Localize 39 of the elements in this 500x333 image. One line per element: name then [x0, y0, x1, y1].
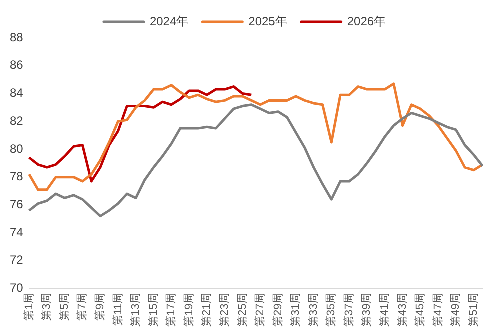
x-tick-label: 第49周: [450, 292, 462, 328]
y-tick-label: 76: [10, 197, 24, 212]
x-tick-label: 第51周: [468, 292, 480, 328]
y-tick-label: 84: [10, 86, 24, 100]
x-tick-label: 第41周: [379, 292, 392, 328]
x-tick-label: 第7周: [76, 292, 89, 321]
x-tick-label: 第13周: [130, 292, 142, 328]
legend-label: 2026年: [347, 14, 386, 28]
x-tick-label: 第11周: [112, 292, 124, 326]
x-tick-label: 第37周: [343, 292, 356, 328]
x-tick-label: 第15周: [148, 292, 160, 328]
x-tick-label: 第23周: [218, 292, 231, 328]
x-tick-label: 第19周: [183, 292, 196, 328]
x-tick-label: 第27周: [254, 292, 267, 328]
x-tick-label: 第33周: [308, 292, 320, 328]
y-tick-label: 72: [10, 253, 24, 268]
legend-label: 2024年: [150, 14, 189, 28]
x-tick-label: 第45周: [414, 292, 427, 328]
x-tick-label: 第5周: [58, 292, 71, 321]
y-tick-label: 70: [10, 281, 24, 296]
y-tick-label: 88: [10, 30, 24, 44]
y-tick-label: 74: [10, 225, 24, 240]
x-tick-label: 第17周: [166, 292, 178, 328]
x-tick-label: 第1周: [23, 292, 36, 321]
x-tick-label: 第29周: [272, 292, 284, 328]
x-tick-label: 第47周: [432, 292, 444, 328]
legend-label: 2025年: [248, 14, 288, 28]
x-tick-label: 第35周: [326, 292, 338, 328]
x-tick-label: 第3周: [41, 292, 54, 321]
x-tick-label: 第31周: [290, 292, 302, 328]
x-tick-label: 第9周: [94, 292, 107, 321]
y-tick-label: 86: [10, 58, 24, 72]
y-tick-label: 80: [10, 142, 24, 156]
x-tick-label: 第25周: [236, 292, 249, 328]
x-tick-label: 第21周: [201, 292, 214, 328]
x-tick-label: 第39周: [361, 292, 374, 328]
y-tick-label: 78: [10, 170, 24, 184]
y-tick-label: 82: [10, 114, 24, 128]
x-tick-label: 第43周: [396, 292, 409, 328]
